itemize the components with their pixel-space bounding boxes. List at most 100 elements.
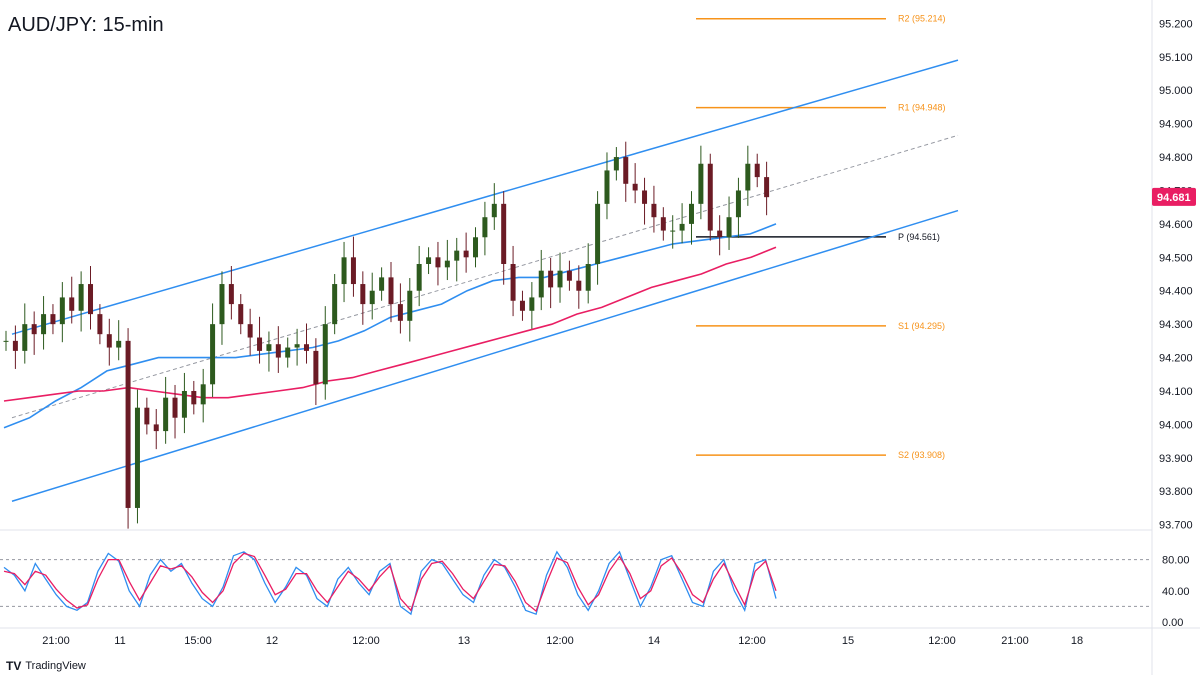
candle-body <box>529 297 535 311</box>
candle-body <box>388 277 394 305</box>
candle-body <box>50 314 56 325</box>
candle-body <box>538 270 544 298</box>
stoch-tick-label: 0.00 <box>1162 617 1183 629</box>
time-tick-label: 12 <box>266 635 278 647</box>
support-label: S2 (93.908) <box>898 450 945 460</box>
price-tick-label: 95.000 <box>1159 85 1193 97</box>
price-tick-label: 95.100 <box>1159 52 1193 64</box>
time-tick-label: 13 <box>458 635 470 647</box>
candle-body <box>407 290 413 321</box>
candle-body <box>350 257 356 285</box>
candle-body <box>78 284 84 311</box>
candle-body <box>585 264 591 291</box>
time-tick-label: 12:00 <box>738 635 766 647</box>
candle-body <box>519 300 525 311</box>
current-price-label: 94.681 <box>1157 192 1191 204</box>
candle-body <box>501 203 507 264</box>
candle-body <box>266 344 272 351</box>
candle-body <box>576 280 582 291</box>
price-tick-label: 94.000 <box>1159 419 1193 431</box>
time-tick-label: 21:00 <box>1001 635 1029 647</box>
candle-body <box>510 264 516 301</box>
candle-body <box>172 397 178 418</box>
price-tick-label: 94.100 <box>1159 386 1193 398</box>
brand: TV TradingView <box>6 659 86 673</box>
ma-fast-line <box>3 223 777 429</box>
support-label: S1 (94.295) <box>898 321 945 331</box>
candles <box>3 141 770 529</box>
candle-body <box>754 163 760 178</box>
candle-body <box>153 424 159 432</box>
candle-body <box>688 203 694 224</box>
candle-body <box>698 163 704 204</box>
chart-title: AUD/JPY: 15-min <box>8 14 164 36</box>
candle-body <box>163 397 169 432</box>
tradingview-logo-icon: TV <box>6 659 22 673</box>
moving-averages <box>3 223 777 429</box>
time-tick-label: 12:00 <box>546 635 574 647</box>
candle-body <box>303 344 309 351</box>
candle-body <box>200 384 206 405</box>
candle-body <box>332 284 338 325</box>
ma-slow-line <box>3 246 777 402</box>
candle-body <box>379 277 385 291</box>
resistance-label: R1 (94.948) <box>898 103 946 113</box>
candle-body <box>294 344 300 348</box>
candle-body <box>473 237 479 258</box>
price-tick-label: 94.900 <box>1159 119 1193 131</box>
time-tick-label: 12:00 <box>352 635 380 647</box>
channel-upper-line <box>11 59 959 335</box>
stoch-tick-label: 40.00 <box>1162 586 1190 598</box>
candle-body <box>726 217 732 238</box>
time-tick-label: 15 <box>842 635 854 647</box>
time-tick-label: 21:00 <box>42 635 70 647</box>
candle-body <box>426 257 432 264</box>
channel-mid-line <box>11 134 959 419</box>
candle-body <box>369 290 375 305</box>
candle-body <box>285 347 291 358</box>
candle-body <box>134 407 140 508</box>
candle-body <box>745 163 751 191</box>
price-tick-label: 94.300 <box>1159 319 1193 331</box>
candle-body <box>247 324 253 338</box>
candle-body <box>623 157 629 184</box>
candle-body <box>482 217 488 238</box>
candle-body <box>604 170 610 204</box>
price-tick-label: 94.500 <box>1159 252 1193 264</box>
price-tick-label: 95.200 <box>1159 18 1193 30</box>
candle-body <box>191 390 197 405</box>
candle-body <box>22 324 28 351</box>
candle-body <box>59 297 65 325</box>
candle-body <box>322 324 328 385</box>
time-tick-label: 11 <box>114 635 125 647</box>
candle-body <box>707 163 713 231</box>
candle-body <box>454 250 460 261</box>
time-tick-label: 18 <box>1071 635 1083 647</box>
time-tick-label: 12:00 <box>928 635 956 647</box>
candle-body <box>228 284 234 305</box>
candle-body <box>210 324 216 385</box>
candle-body <box>764 177 770 198</box>
candle-body <box>257 337 263 351</box>
candle-body <box>97 314 103 335</box>
price-tick-label: 94.400 <box>1159 286 1193 298</box>
resistance-label: R2 (95.214) <box>898 14 946 24</box>
candle-body <box>444 260 450 268</box>
candle-body <box>566 270 572 281</box>
candle-body <box>435 257 441 268</box>
stochastic-panel <box>0 550 1152 616</box>
candle-body <box>632 183 638 191</box>
candle-body <box>116 340 122 348</box>
candle-body <box>12 340 18 351</box>
candle-body <box>106 334 112 348</box>
stoch-d-line <box>3 552 777 613</box>
candle-body <box>642 190 648 204</box>
time-tick-label: 15:00 <box>184 635 212 647</box>
price-tick-label: 93.900 <box>1159 453 1193 465</box>
brand-name: TradingView <box>25 660 86 672</box>
candle-body <box>416 264 422 291</box>
candle-body <box>181 390 187 418</box>
